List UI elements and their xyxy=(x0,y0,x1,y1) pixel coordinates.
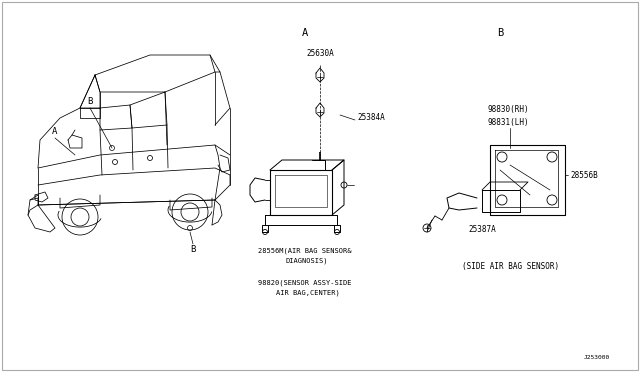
Text: B: B xyxy=(497,28,503,38)
Text: B: B xyxy=(87,97,93,106)
Text: B: B xyxy=(190,246,196,254)
Text: 25384A: 25384A xyxy=(357,113,385,122)
Text: 98831(LH): 98831(LH) xyxy=(488,118,530,127)
Text: A: A xyxy=(302,28,308,38)
Text: 28556B: 28556B xyxy=(570,170,598,180)
Text: J253000: J253000 xyxy=(584,355,610,360)
Text: AIR BAG,CENTER): AIR BAG,CENTER) xyxy=(276,290,340,296)
Text: 25387A: 25387A xyxy=(468,225,496,234)
Text: 28556M(AIR BAG SENSOR&: 28556M(AIR BAG SENSOR& xyxy=(258,248,351,254)
Text: DIAGNOSIS): DIAGNOSIS) xyxy=(286,258,328,264)
Text: A: A xyxy=(52,128,58,137)
Text: 98830(RH): 98830(RH) xyxy=(488,105,530,114)
Text: 25630A: 25630A xyxy=(306,49,334,58)
Text: (SIDE AIR BAG SENSOR): (SIDE AIR BAG SENSOR) xyxy=(462,262,559,271)
Text: 98820(SENSOR ASSY-SIDE: 98820(SENSOR ASSY-SIDE xyxy=(258,280,351,286)
